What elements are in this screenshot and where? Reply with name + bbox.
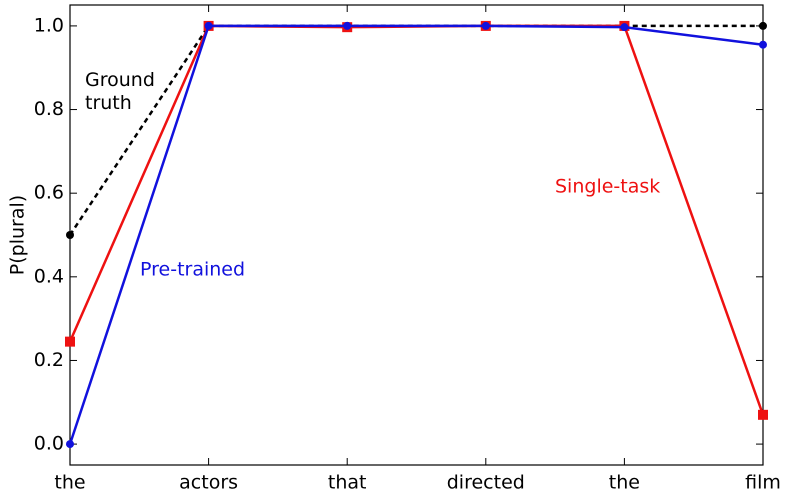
y-tick-label: 0.4 (34, 265, 64, 287)
y-axis-label: P(plural) (7, 195, 29, 275)
x-tick-label: that (328, 472, 367, 494)
marker (66, 231, 74, 239)
y-tick-label: 0.6 (34, 182, 64, 204)
series-label: Single-task (555, 176, 660, 198)
marker (343, 21, 352, 30)
marker (758, 409, 768, 420)
series-label: Pre-trained (140, 259, 245, 281)
marker (204, 21, 213, 30)
x-tick-label: actors (179, 472, 238, 494)
plot-frame (69, 4, 764, 466)
series-line (68, 24, 765, 416)
y-tick-label: 0.0 (34, 433, 64, 455)
marker (759, 21, 767, 30)
marker (65, 336, 75, 347)
y-tick-label: 0.8 (34, 98, 64, 120)
y-tick-label: 0.2 (34, 349, 64, 371)
series-line (68, 24, 763, 236)
y-tick-label: 1.0 (34, 14, 64, 36)
x-tick-label: directed (447, 472, 525, 494)
marker (481, 21, 490, 30)
x-tick-label: film (745, 472, 781, 494)
marker (66, 440, 74, 449)
series-line (68, 24, 764, 445)
marker (759, 40, 767, 49)
marker (620, 23, 629, 32)
x-tick-label: the (609, 472, 640, 494)
x-tick-label: the (54, 472, 85, 494)
series-label: Ground truth (85, 69, 155, 114)
